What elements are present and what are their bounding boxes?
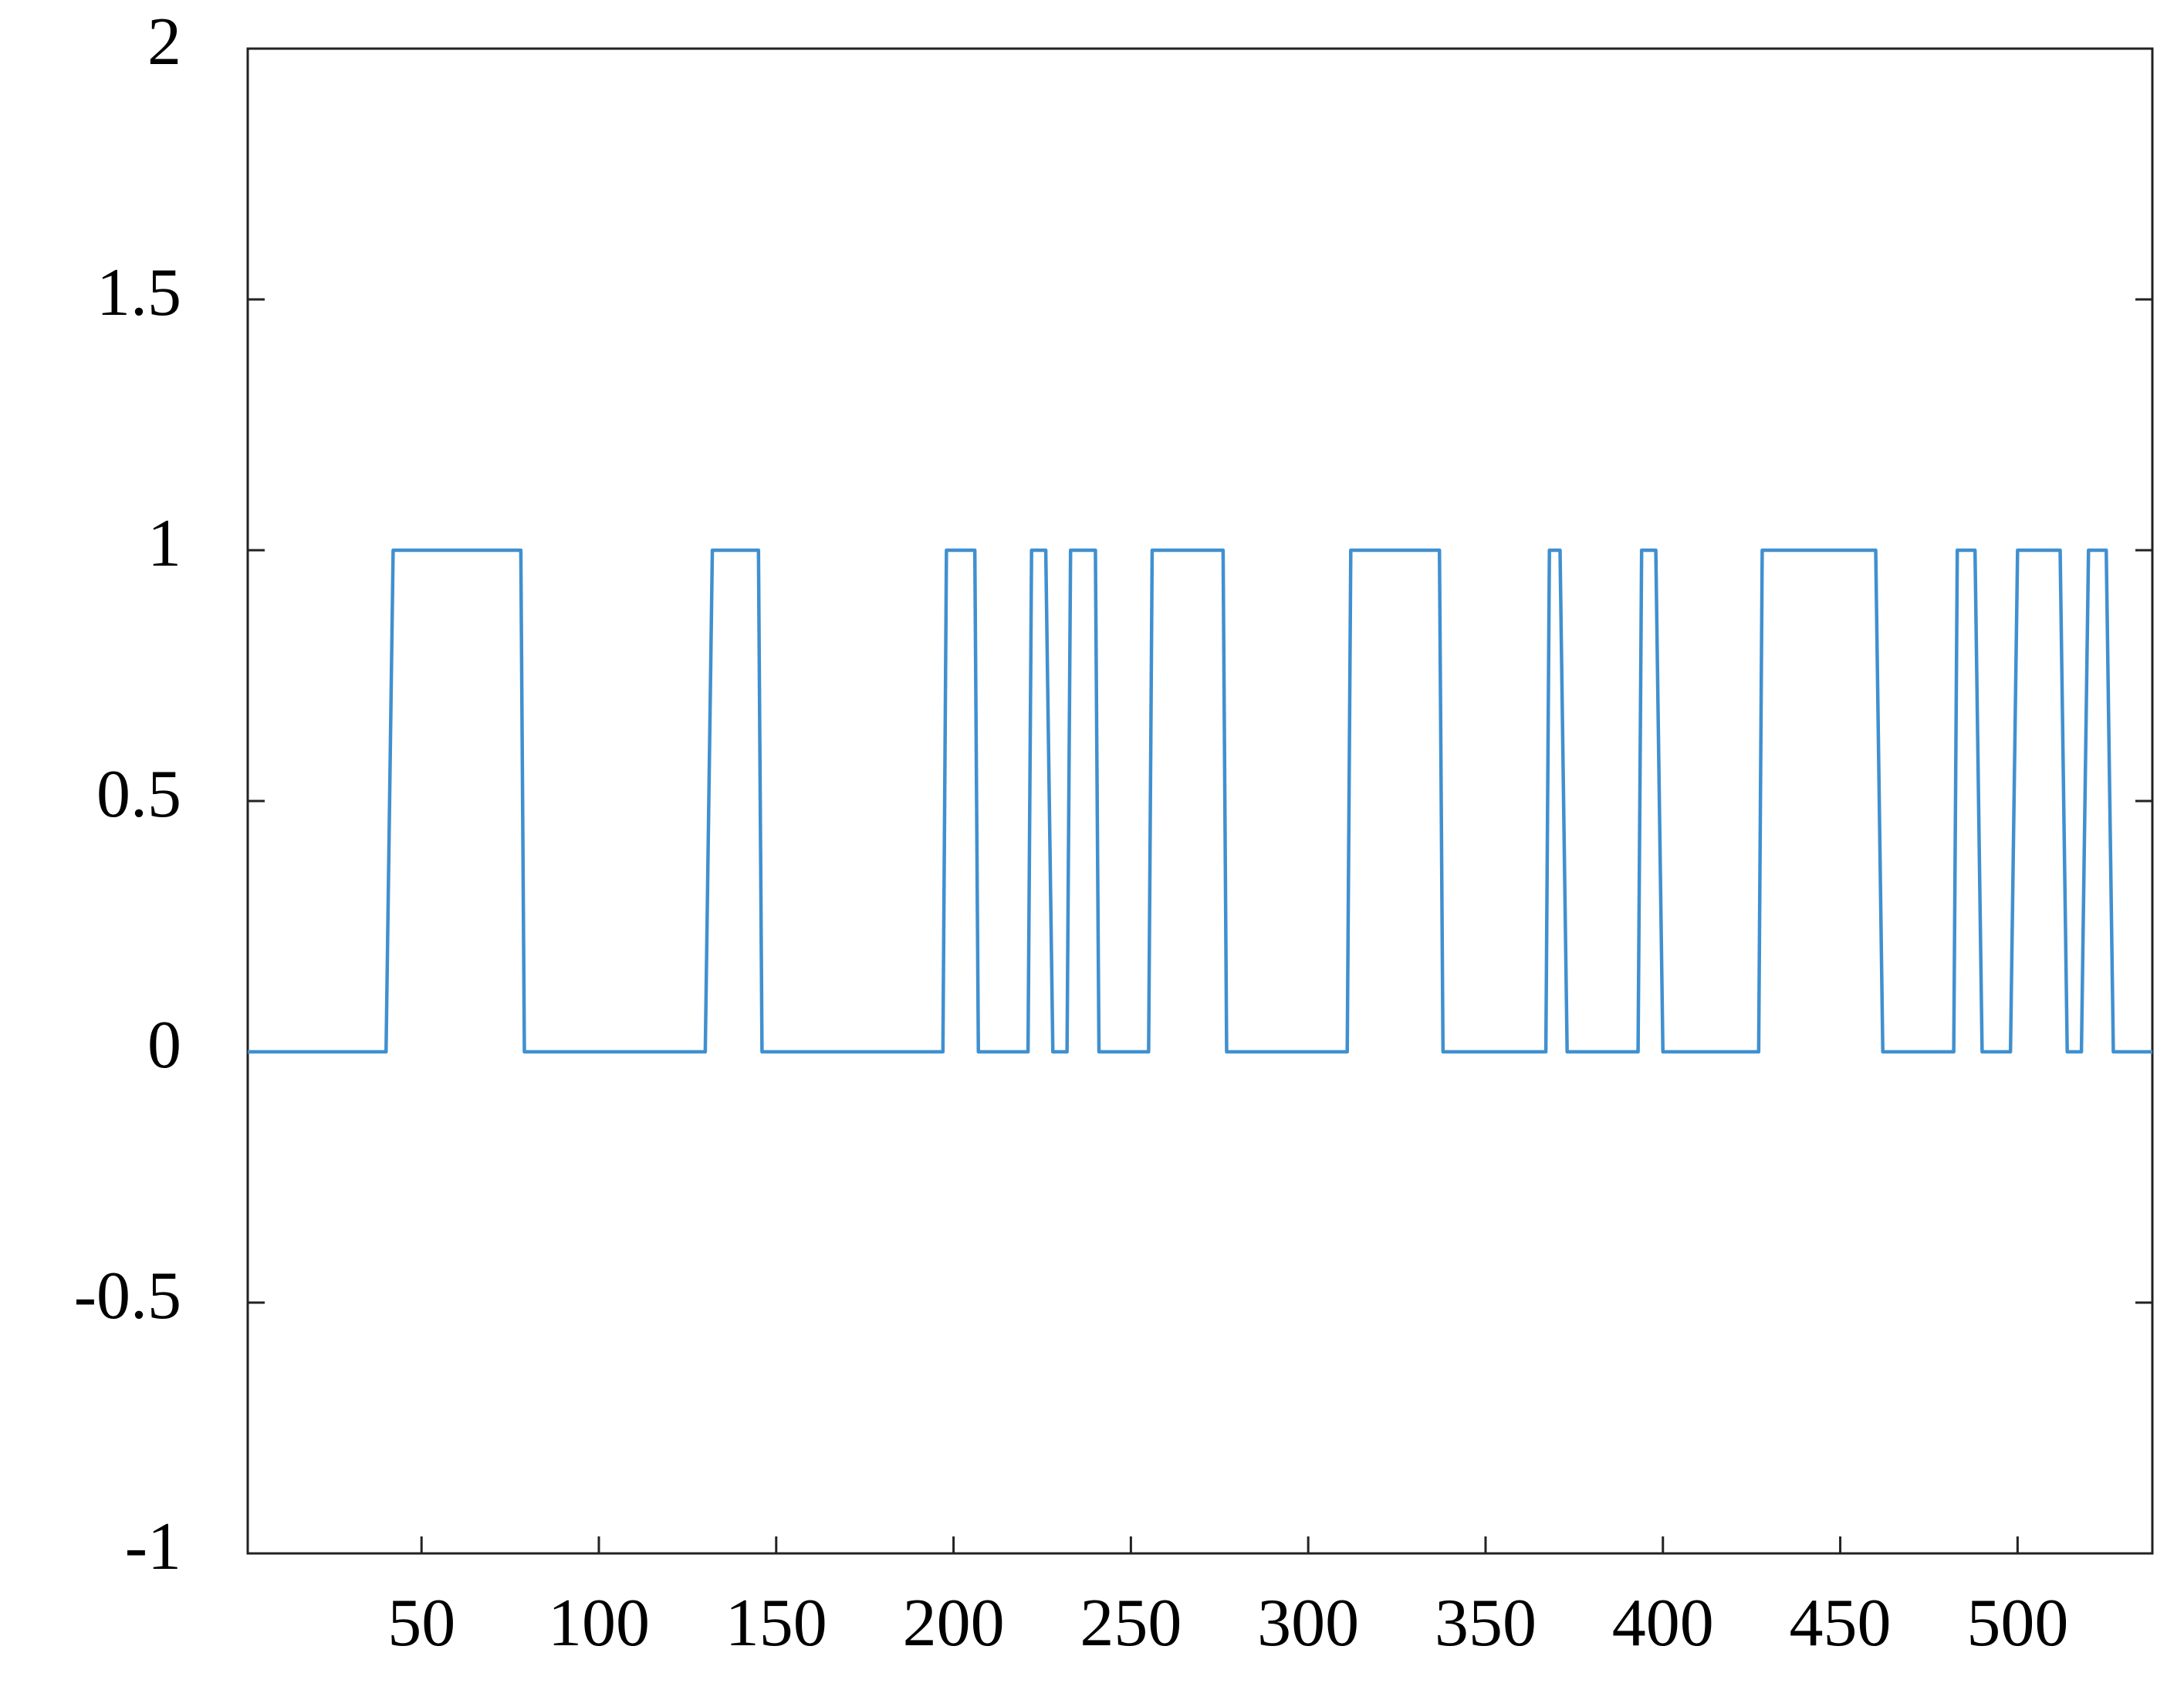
x-tick-label: 50 [387, 1586, 455, 1661]
y-tick-label: 0 [147, 1008, 181, 1083]
plot-frame [246, 47, 2154, 1555]
y-tick-label: 1 [147, 506, 181, 581]
x-tick-label: 100 [548, 1586, 650, 1661]
y-tick-label: -1 [125, 1509, 181, 1584]
x-tick-label: 300 [1257, 1586, 1359, 1661]
x-tick-label: 350 [1435, 1586, 1537, 1661]
y-tick-label: 2 [147, 5, 181, 79]
y-tick-label: 0.5 [96, 757, 181, 832]
x-tick-label: 150 [725, 1586, 827, 1661]
y-tick-label: -0.5 [74, 1259, 181, 1333]
x-tick-label: 450 [1790, 1586, 1892, 1661]
x-tick-label: 250 [1080, 1586, 1182, 1661]
x-tick-label: 500 [1966, 1586, 2068, 1661]
data-line [248, 548, 2152, 1054]
x-tick-label: 400 [1612, 1586, 1714, 1661]
x-tick-label: 200 [903, 1586, 1005, 1661]
y-tick-label: 1.5 [96, 255, 181, 330]
